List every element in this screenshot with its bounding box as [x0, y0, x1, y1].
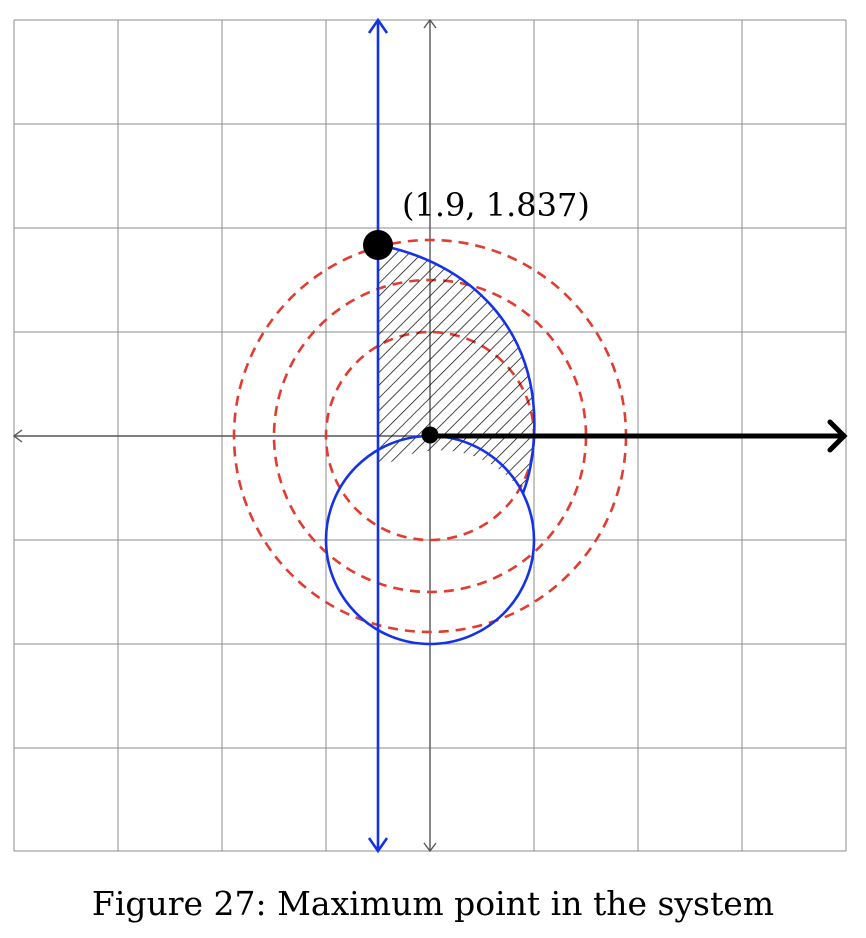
feasible-region-hatch [378, 245, 535, 493]
maximum-point-label: (1.9, 1.837) [402, 186, 590, 224]
constraint-curve [377, 243, 536, 494]
vertical-line-arrow-bottom [367, 837, 389, 854]
x-axis [12, 429, 430, 443]
constraints [324, 17, 536, 854]
origin-point [421, 426, 439, 444]
direction-ray [427, 419, 848, 453]
figure-caption: Figure 27: Maximum point in the system [91, 884, 775, 923]
vertical-line-arrow-top [367, 17, 389, 34]
maximum-point [363, 230, 393, 260]
